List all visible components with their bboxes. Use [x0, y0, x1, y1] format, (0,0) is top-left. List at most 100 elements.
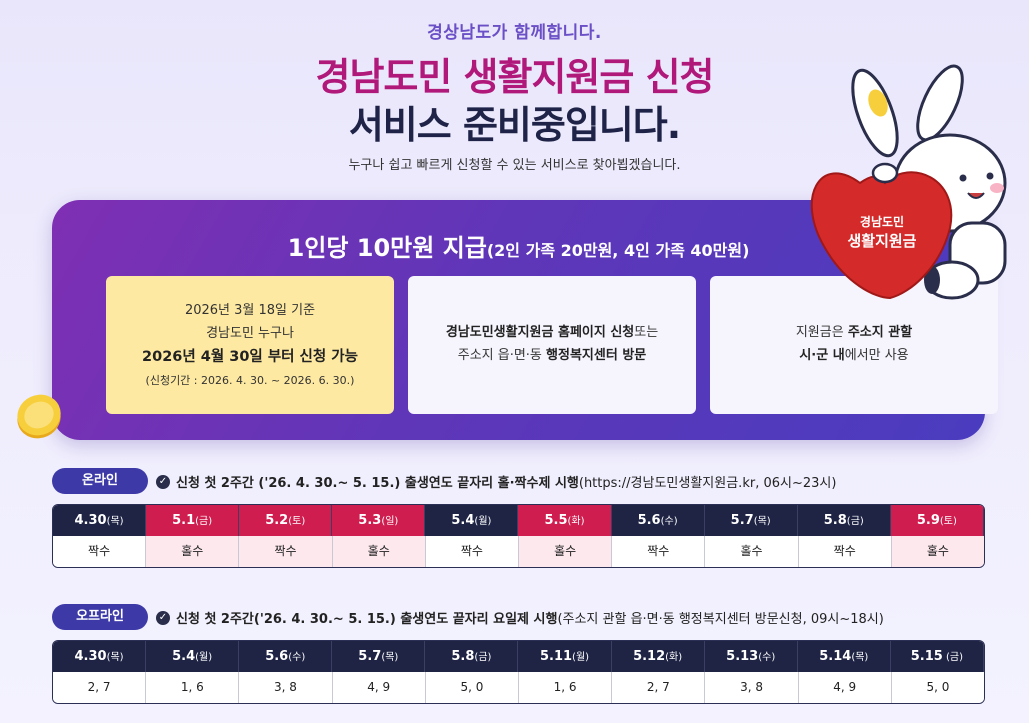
online-weekday: (금)	[846, 516, 864, 527]
online-date: 5.4	[451, 513, 475, 528]
eligibility-card: 2026년 3월 18일 기준 경남도민 누구나 2026년 4월 30일 부터…	[106, 276, 394, 414]
online-date-cell: 5.7(목)	[704, 505, 798, 536]
offline-section-label: 오프라인	[52, 604, 148, 630]
check-circle-icon: ✓	[156, 474, 170, 489]
online-date: 4.30	[74, 513, 107, 528]
online-date: 5.5	[544, 513, 568, 528]
online-weekday: (수)	[660, 516, 678, 527]
usage-bold: 주소지 관할	[847, 325, 913, 341]
check-circle-icon: ✓	[156, 610, 170, 625]
online-date-cell: 5.9(토)	[890, 505, 984, 536]
offline-date-cell: 5.4(월)	[146, 641, 240, 672]
online-date: 5.6	[637, 513, 661, 528]
apply-method-homepage: 경남도민생활지원금 홈페이지 신청	[445, 325, 635, 341]
online-value-cell: 홀수	[891, 536, 984, 567]
page-title-line1: 경남도민 생활지원금 신청	[315, 55, 714, 99]
apply-method-card: 경남도민생활지원금 홈페이지 신청또는 주소지 읍·면·동 행정복지센터 방문	[408, 276, 696, 414]
offline-date: 5.6	[265, 649, 289, 664]
offline-date-cell: 5.11(월)	[518, 641, 612, 672]
offline-date: 5.14	[819, 649, 852, 664]
offline-note-bold: 신청 첫 2주간('26. 4. 30.~ 5. 15.) 출생연도 끝자리 요…	[176, 612, 558, 627]
apply-method-center: 행정복지센터 방문	[546, 348, 647, 363]
page-description: 누구나 쉽고 빠르게 신청할 수 있는 서비스로 찾아뵙겠습니다.	[348, 158, 681, 173]
online-schedule-values: 짝수 홀수 짝수 홀수 짝수 홀수 짝수 홀수 짝수 홀수	[53, 536, 984, 567]
online-section-note: ✓ 신청 첫 2주간 ('26. 4. 30.~ 5. 15.) 출생연도 끝자리…	[156, 472, 836, 491]
page-title-line2: 서비스 준비중입니다.	[348, 103, 681, 147]
offline-value-cell: 1, 6	[519, 672, 613, 703]
online-date-cell: 5.3(일)	[332, 505, 426, 536]
offline-value-cell: 5, 0	[425, 672, 520, 703]
online-weekday: (월)	[474, 516, 492, 527]
offline-value-cell: 2, 7	[612, 672, 706, 703]
online-schedule-header: 4.30(목) 5.1(금) 5.2(토) 5.3(일) 5.4(월) 5.5(화) 5.6…	[53, 505, 984, 536]
offline-date: 5.8	[451, 649, 475, 664]
offline-date: 5.4	[172, 649, 196, 664]
online-date-cell: 5.4(월)	[425, 505, 519, 536]
eligibility-date: 2026년 3월 18일 기준	[184, 302, 316, 318]
offline-schedule-table: 4.30(목) 5.4(월) 5.6(수) 5.7(목) 5.8(금) 5.11(월) 5.…	[52, 640, 985, 704]
offline-value-cell: 5, 0	[891, 672, 984, 703]
offline-section-note: ✓ 신청 첫 2주간('26. 4. 30.~ 5. 15.) 출생연도 끝자리 …	[156, 608, 884, 627]
online-weekday: (목)	[753, 516, 771, 527]
offline-date-cell: 4.30(목)	[53, 641, 147, 672]
online-value-cell: 짝수	[612, 536, 706, 567]
top-subtitle: 경상남도가 함께합니다.	[427, 23, 602, 43]
offline-weekday: (월)	[195, 652, 213, 663]
online-date: 5.2	[265, 513, 289, 528]
online-note-bold: 신청 첫 2주간 ('26. 4. 30.~ 5. 15.) 출생연도 끝자리 …	[176, 476, 579, 491]
online-date-cell: 5.5(화)	[518, 505, 612, 536]
mascot-badge-line1: 경남도민	[860, 214, 904, 229]
offline-value-cell: 2, 7	[53, 672, 147, 703]
offline-date-cell: 5.6(수)	[239, 641, 333, 672]
online-value-cell: 짝수	[798, 536, 892, 567]
offline-date-cell: 5.15 (금)	[890, 641, 984, 672]
offline-schedule-header: 4.30(목) 5.4(월) 5.6(수) 5.7(목) 5.8(금) 5.11(월) 5.…	[53, 641, 984, 672]
offline-date-cell: 5.12(화)	[611, 641, 705, 672]
online-weekday: (화)	[567, 516, 585, 527]
online-value-cell: 홀수	[146, 536, 240, 567]
offline-weekday: (목)	[851, 652, 869, 663]
online-date-cell: 5.1(금)	[146, 505, 240, 536]
eligibility-period: (신청기간 : 2026. 4. 30. ~ 2026. 6. 30.)	[145, 373, 355, 387]
offline-date-cell: 5.14(목)	[797, 641, 891, 672]
offline-note-rest: (주소지 관할 읍·면·동 행정복지센터 방문신청, 09시~18시)	[557, 612, 884, 627]
usage-region: 시·군 내	[799, 348, 845, 363]
online-value-cell: 홀수	[332, 536, 426, 567]
online-date: 5.1	[172, 513, 196, 528]
mascot-badge-line2: 생활지원금	[847, 232, 916, 250]
online-note-rest: (https://경남도민생활지원금.kr, 06시~23시)	[578, 476, 837, 491]
offline-date-cell: 5.8(금)	[425, 641, 519, 672]
offline-date: 5.12	[633, 649, 666, 664]
offline-weekday: (화)	[665, 652, 683, 663]
coin-icon	[17, 394, 61, 439]
online-weekday: (목)	[106, 516, 124, 527]
offline-value-cell: 3, 8	[239, 672, 333, 703]
eligibility-start: 2026년 4월 30일 부터 신청 가능	[142, 349, 358, 366]
offline-date: 5.13	[726, 649, 759, 664]
online-section-label: 온라인	[52, 468, 148, 494]
online-schedule-table: 4.30(목) 5.1(금) 5.2(토) 5.3(일) 5.4(월) 5.5(화) 5.6…	[52, 504, 985, 568]
online-value-cell: 홀수	[705, 536, 799, 567]
offline-value-cell: 3, 8	[705, 672, 799, 703]
online-date-cell: 5.6(수)	[611, 505, 705, 536]
online-date-cell: 5.8(금)	[797, 505, 891, 536]
apply-method-address: 주소지 읍·면·동	[457, 348, 547, 363]
mascot-rabbit-icon: 경남도민 생활지원금	[810, 64, 1007, 300]
offline-weekday: (수)	[758, 652, 776, 663]
offline-weekday: (목)	[381, 652, 399, 663]
online-date-cell: 5.2(토)	[239, 505, 333, 536]
online-value-cell: 홀수	[519, 536, 613, 567]
online-date: 5.8	[823, 513, 847, 528]
offline-date: 5.11	[539, 649, 573, 664]
offline-date: 4.30	[74, 649, 107, 664]
online-weekday: (금)	[195, 516, 213, 527]
offline-weekday: (금)	[474, 652, 492, 663]
offline-value-cell: 4, 9	[332, 672, 426, 703]
offline-date-cell: 5.13(수)	[704, 641, 798, 672]
online-date: 5.7	[730, 513, 754, 528]
usage-rest: 에서만 사용	[844, 348, 909, 363]
offline-value-cell: 4, 9	[798, 672, 892, 703]
offline-weekday: (수)	[288, 652, 306, 663]
online-date-cell: 4.30(목)	[53, 505, 147, 536]
offline-schedule-values: 2, 7 1, 6 3, 8 4, 9 5, 0 1, 6 2, 7 3, 8 4, 9 5, 0	[53, 672, 984, 703]
